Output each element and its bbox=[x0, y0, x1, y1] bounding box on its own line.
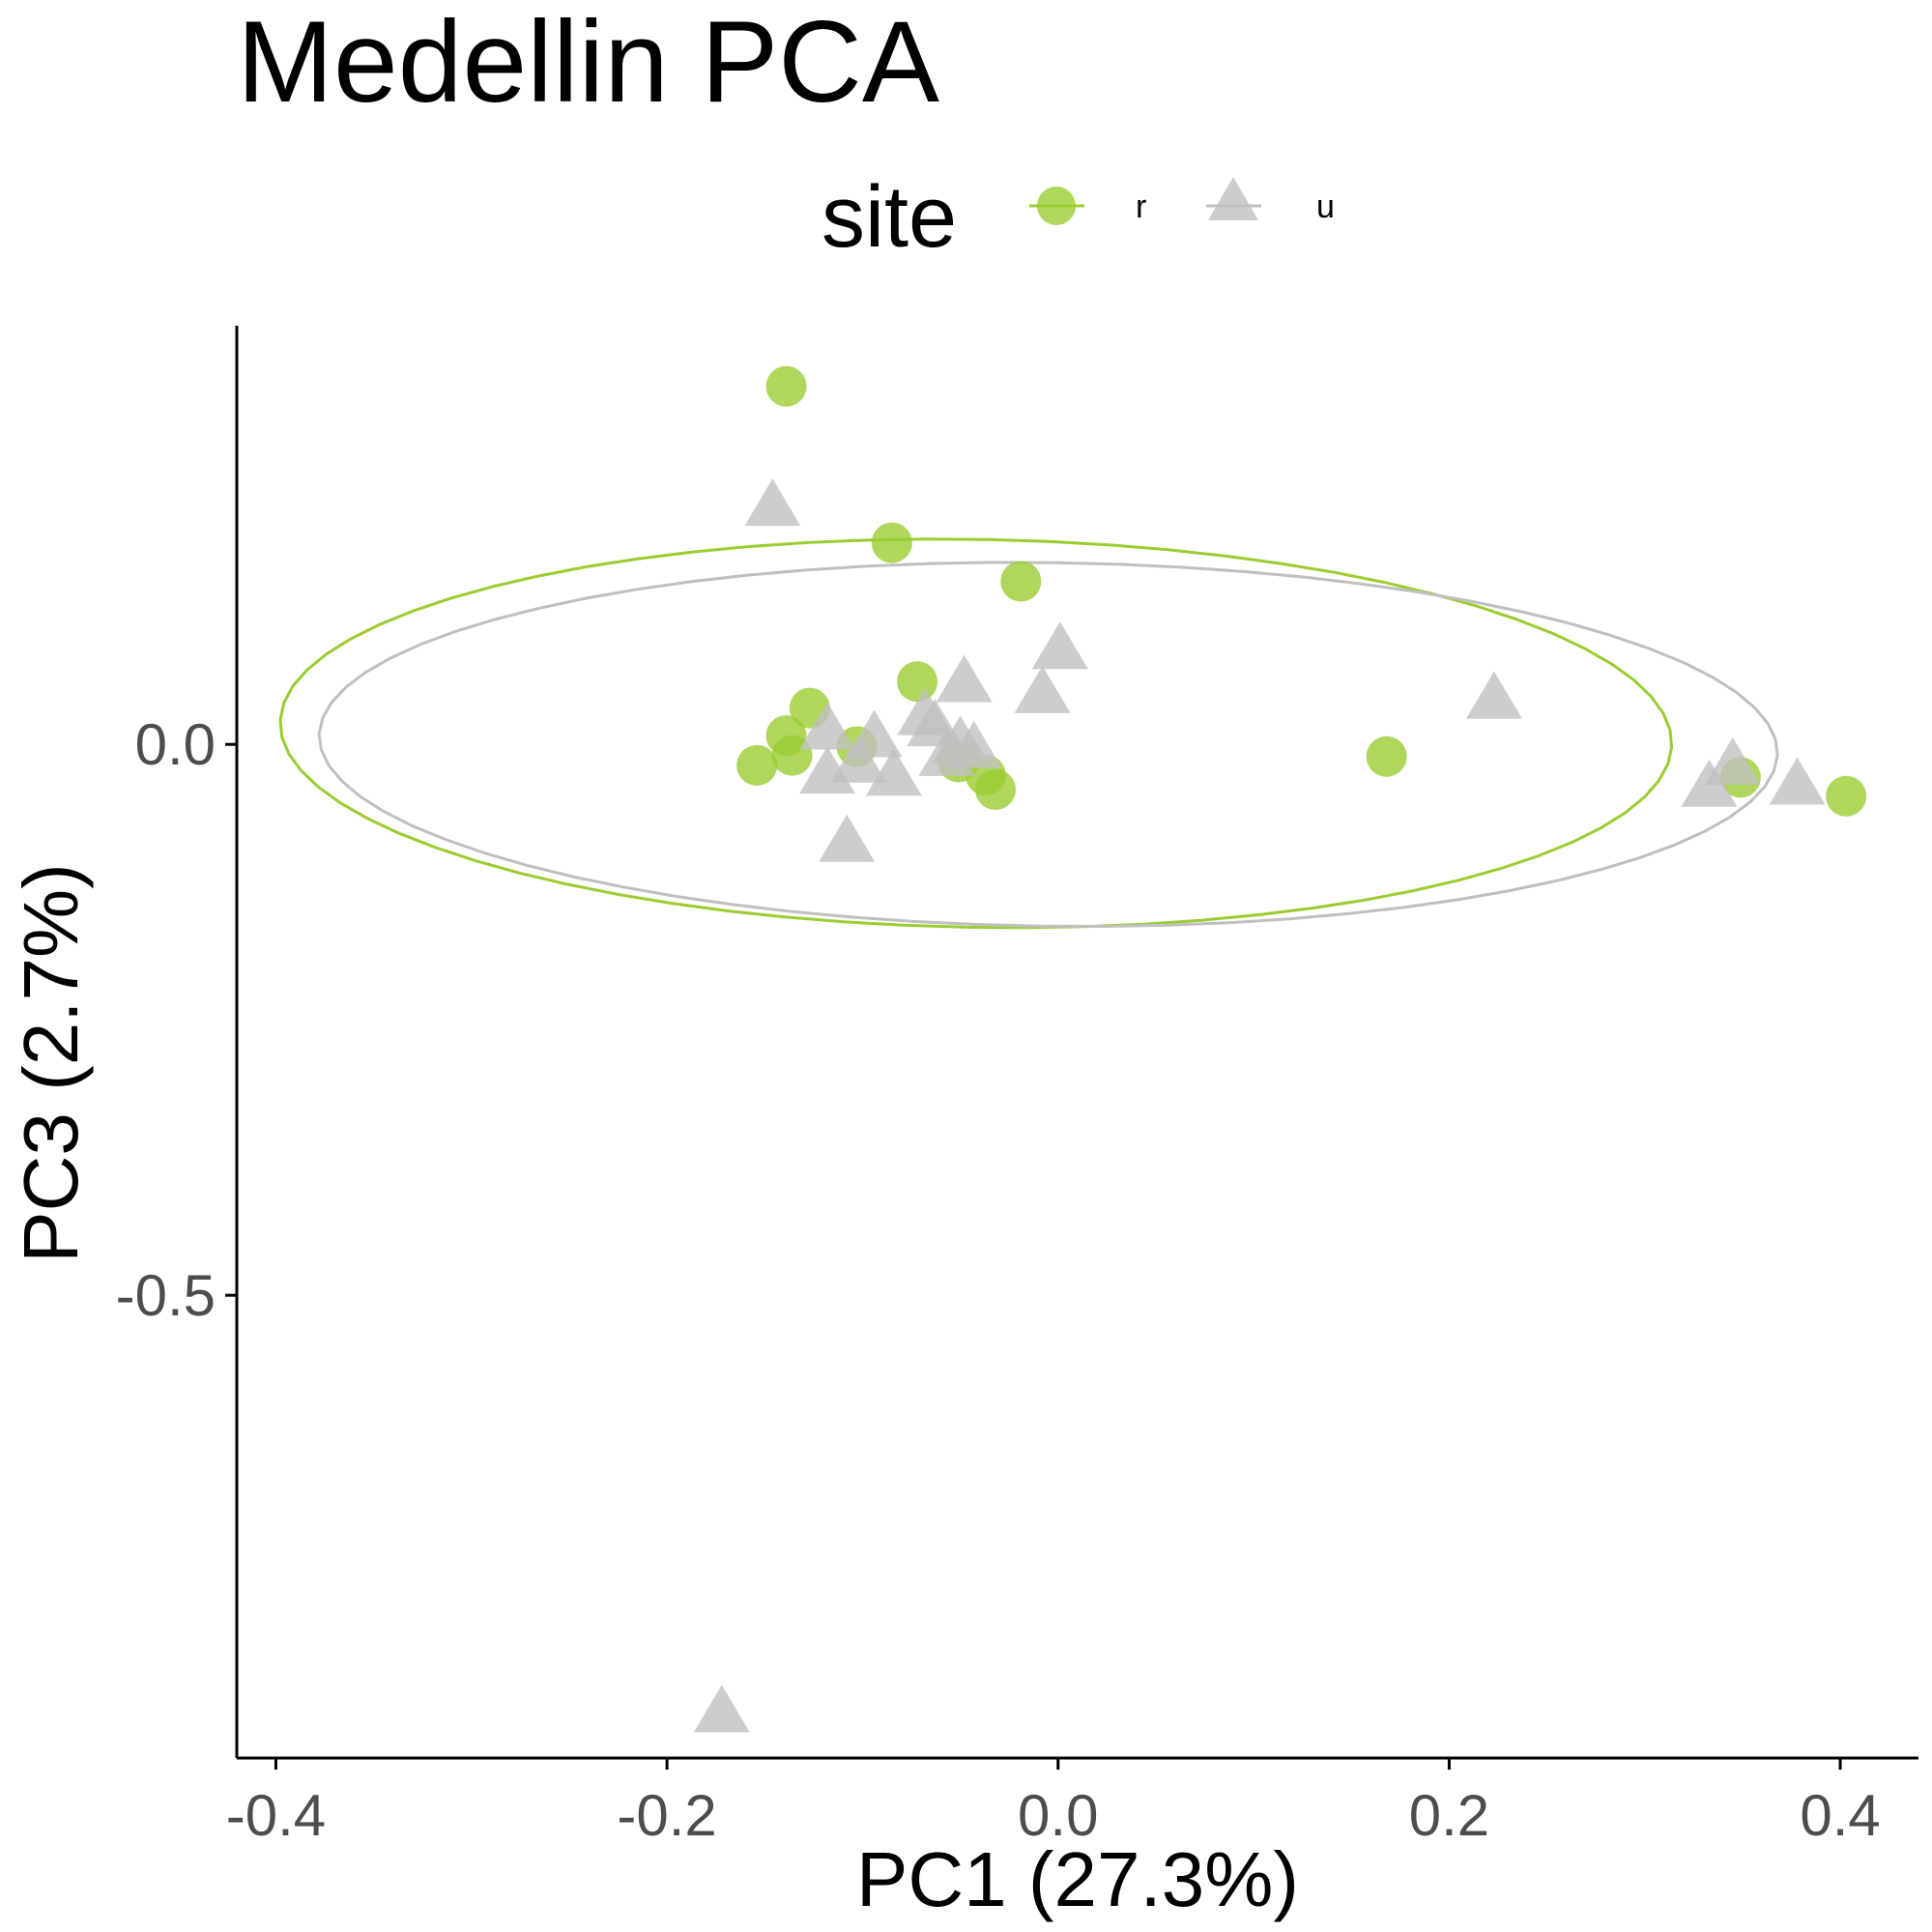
legend: site r u bbox=[822, 169, 1335, 266]
x-tick-label: 0.4 bbox=[1800, 1783, 1880, 1848]
data-point-u bbox=[1031, 621, 1088, 670]
x-axis-ticks: -0.4 -0.2 0.0 0.2 0.4 bbox=[226, 1758, 1881, 1848]
confidence-ellipse-r bbox=[278, 537, 1674, 930]
data-point-u bbox=[830, 735, 887, 783]
x-tick-label: 0.2 bbox=[1409, 1783, 1489, 1848]
data-point-r bbox=[736, 744, 778, 786]
data-point-u bbox=[744, 478, 801, 527]
data-point-r bbox=[765, 365, 807, 407]
data-point-r bbox=[1000, 561, 1042, 602]
data-point-u bbox=[936, 654, 993, 703]
data-point-r bbox=[1826, 775, 1867, 817]
data-point-u bbox=[1014, 665, 1071, 713]
data-point-u bbox=[799, 702, 856, 750]
confidence-ellipse-u bbox=[317, 561, 1779, 929]
y-tick-label: 0.0 bbox=[135, 712, 216, 777]
x-tick-label: -0.4 bbox=[226, 1783, 326, 1848]
x-axis-label: PC1 (27.3%) bbox=[856, 1836, 1299, 1922]
plot-area bbox=[278, 365, 1867, 1733]
data-point-r bbox=[975, 768, 1017, 810]
data-point-u bbox=[918, 728, 975, 776]
x-tick-label: 0.0 bbox=[1018, 1783, 1098, 1848]
legend-title: site bbox=[822, 169, 957, 266]
data-point-u bbox=[1769, 757, 1826, 805]
y-axis-label: PC3 (2.7%) bbox=[8, 863, 94, 1262]
data-point-u bbox=[1681, 759, 1738, 807]
data-point-u bbox=[799, 746, 856, 794]
x-tick-label: -0.2 bbox=[617, 1783, 716, 1848]
y-axis-ticks: 0.0 -0.5 bbox=[116, 712, 237, 1328]
data-point-r bbox=[897, 661, 938, 703]
data-point-u bbox=[819, 814, 876, 862]
data-point-u bbox=[1704, 737, 1761, 785]
legend-label-r: r bbox=[1136, 188, 1146, 225]
data-point-u bbox=[1465, 671, 1522, 719]
chart-title: Medellin PCA bbox=[237, 0, 939, 127]
y-tick-label: -0.5 bbox=[116, 1263, 216, 1328]
data-point-r bbox=[1366, 735, 1407, 777]
legend-label-u: u bbox=[1316, 188, 1335, 225]
data-point-u bbox=[865, 748, 922, 796]
legend-item-r: r bbox=[1029, 187, 1146, 225]
legend-key-marker-u bbox=[1208, 177, 1258, 220]
legend-item-u: u bbox=[1206, 177, 1335, 225]
data-point-u bbox=[693, 1685, 750, 1733]
legend-key-marker-r bbox=[1037, 187, 1076, 225]
data-point-r bbox=[871, 522, 912, 563]
